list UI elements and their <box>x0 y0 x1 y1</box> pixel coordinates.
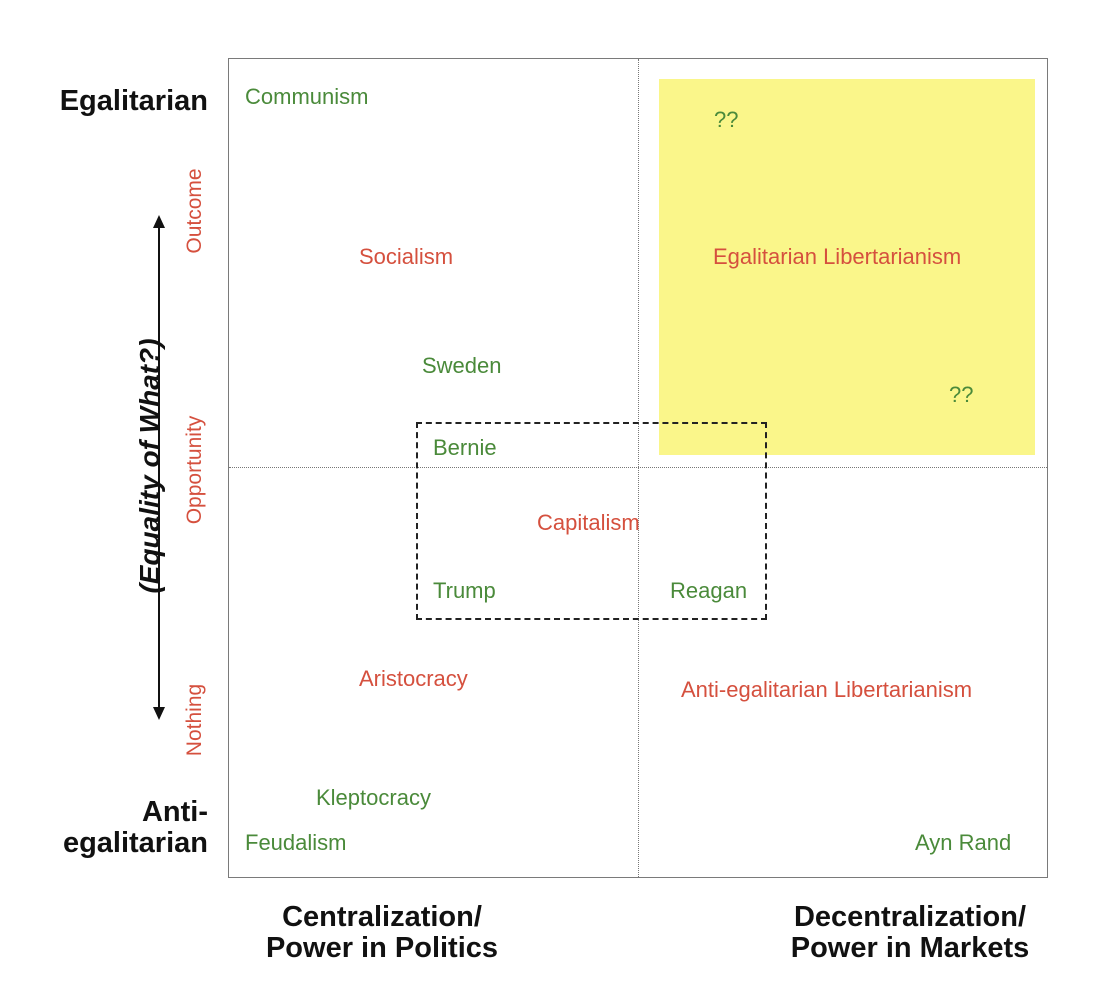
label-communism: Communism <box>245 84 369 109</box>
y-bottom-label: Anti- egalitarian <box>62 796 208 860</box>
highlight-region <box>659 79 1035 455</box>
horizontal-divider <box>229 467 1047 468</box>
vertical-divider <box>638 59 639 877</box>
label-trump: Trump <box>433 578 496 603</box>
label-unknown-top: ?? <box>714 107 739 132</box>
label-sweden: Sweden <box>422 353 502 378</box>
y-top-label: Egalitarian <box>59 85 208 117</box>
label-feudalism: Feudalism <box>245 830 347 855</box>
y-axis-arrow <box>153 215 165 720</box>
tick-opportunity: Opportunity <box>183 415 206 525</box>
x-right-label: Decentralization/ Power in Markets <box>790 901 1030 965</box>
label-unknown-bottom: ?? <box>949 382 974 407</box>
tick-outcome: Outcome <box>183 168 206 254</box>
label-socialism: Socialism <box>359 244 454 269</box>
dashed-box <box>416 422 767 620</box>
label-capitalism: Capitalism <box>537 510 640 535</box>
tick-nothing: Nothing <box>183 683 206 757</box>
label-ayn-rand: Ayn Rand <box>915 830 1012 855</box>
label-bernie: Bernie <box>433 435 497 460</box>
label-anti-egalitarian-libertarianism: Anti-egalitarian Libertarianism <box>681 677 973 702</box>
label-reagan: Reagan <box>670 578 748 603</box>
label-aristocracy: Aristocracy <box>359 666 468 691</box>
label-egalitarian-libertarianism: Egalitarian Libertarianism <box>713 244 962 269</box>
x-left-label: Centralization/ Power in Politics <box>265 901 499 965</box>
quadrant-plot: Communism Socialism Sweden Bernie Capita… <box>228 58 1048 878</box>
label-kleptocracy: Kleptocracy <box>316 785 431 810</box>
